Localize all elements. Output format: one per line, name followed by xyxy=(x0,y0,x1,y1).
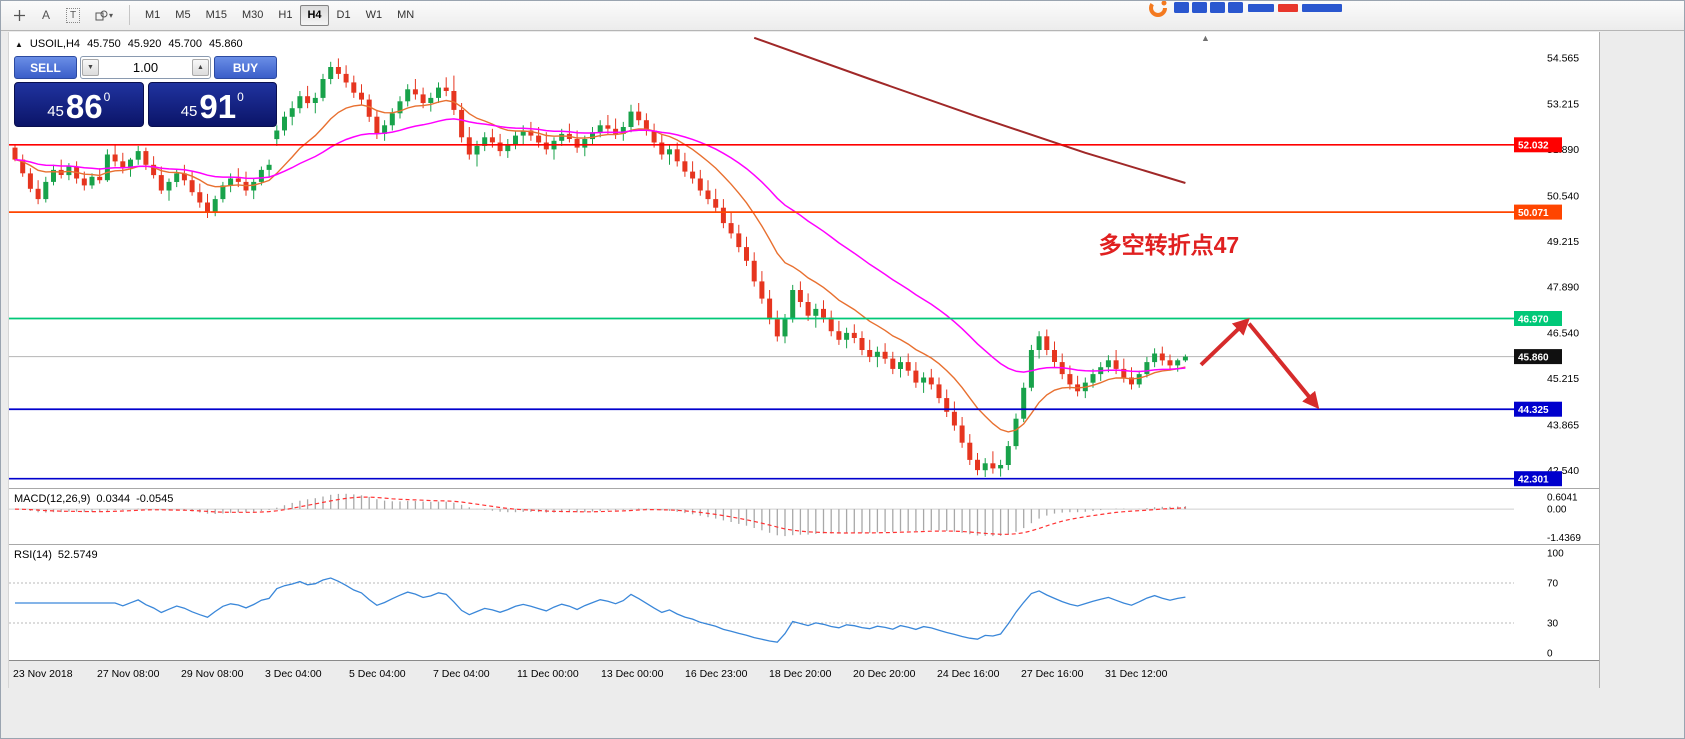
macd-tick: -1.4369 xyxy=(1547,533,1581,544)
sell-price-display[interactable]: 45 86 0 xyxy=(14,82,144,127)
timeframe-m5[interactable]: M5 xyxy=(168,5,197,26)
timeframe-mn[interactable]: MN xyxy=(390,5,421,26)
price-badge: 44.325 xyxy=(1518,405,1549,416)
timeframe-m30[interactable]: M30 xyxy=(235,5,270,26)
time-label: 16 Dec 23:00 xyxy=(685,668,747,680)
time-label: 20 Dec 20:00 xyxy=(853,668,915,680)
rsi-tick: 0 xyxy=(1547,649,1553,660)
price-badge: 52.032 xyxy=(1518,141,1549,152)
price-badge: 42.301 xyxy=(1518,475,1549,486)
timeframe-d1[interactable]: D1 xyxy=(330,5,358,26)
rsi-chart[interactable]: 100 70 30 0 xyxy=(9,545,1601,661)
toolbar-separator xyxy=(129,5,130,25)
quote-low: 45.700 xyxy=(168,38,202,50)
macd-value-signal: -0.0545 xyxy=(136,493,173,505)
price-tick: 45.215 xyxy=(1547,373,1579,385)
time-label: 7 Dec 04:00 xyxy=(433,668,490,680)
macd-signal-line xyxy=(15,497,1185,534)
price-tick: 53.215 xyxy=(1547,99,1579,111)
timeframe-w1[interactable]: W1 xyxy=(359,5,390,26)
timeframe-m1[interactable]: M1 xyxy=(138,5,167,26)
chart-shift-marker-icon[interactable]: ▲ xyxy=(1201,33,1210,43)
buy-price-display[interactable]: 45 91 0 xyxy=(148,82,278,127)
rsi-pane: 100 70 30 0 RSI(14) 52.5749 xyxy=(9,545,1599,661)
chart-panel: 54.56553.21551.89050.54049.21547.89046.5… xyxy=(8,32,1600,688)
timeframe-m15[interactable]: M15 xyxy=(199,5,234,26)
text-box-tool-glyph: T xyxy=(66,8,80,23)
price-tick: 49.215 xyxy=(1547,236,1579,248)
sell-button[interactable]: SELL xyxy=(14,56,77,79)
macd-pane: 0.60410.00 -1.4369 MACD(12,26,9) 0.0344 -… xyxy=(9,489,1599,545)
macd-tick: 0.6041 xyxy=(1547,493,1578,504)
symbol-period: USOIL,H4 xyxy=(30,38,80,50)
time-label: 29 Nov 08:00 xyxy=(181,668,243,680)
volume-increase-button[interactable]: ▲ xyxy=(192,59,209,76)
timeframe-h1[interactable]: H1 xyxy=(271,5,299,26)
time-axis[interactable]: 23 Nov 2018 27 Nov 08:00 29 Nov 08:00 3 Dec… xyxy=(9,661,1599,688)
time-label: 5 Dec 04:00 xyxy=(349,668,406,680)
toolbar: A T ▾ M1M5M15M30H1H4D1W1MN xyxy=(0,0,1685,31)
rsi-tick: 30 xyxy=(1547,619,1559,630)
macd-histogram xyxy=(15,494,1185,536)
text-box-tool[interactable]: T xyxy=(60,4,86,27)
macd-value-main: 0.0344 xyxy=(96,493,130,505)
collapse-triangle-icon[interactable]: ▲ xyxy=(15,40,23,49)
macd-chart[interactable]: 0.60410.00 -1.4369 xyxy=(9,489,1601,545)
price-tick: 50.540 xyxy=(1547,190,1579,202)
price-badge: 46.970 xyxy=(1518,314,1549,325)
time-label: 31 Dec 12:00 xyxy=(1105,668,1167,680)
rsi-line xyxy=(15,578,1185,642)
volume-input[interactable]: 1.00 xyxy=(100,60,191,75)
chevron-down-icon: ▾ xyxy=(109,11,113,20)
time-label: 27 Dec 16:00 xyxy=(1021,668,1083,680)
rsi-value: 52.5749 xyxy=(58,549,98,561)
quote-high: 45.920 xyxy=(128,38,162,50)
time-label: 23 Nov 2018 xyxy=(13,668,73,680)
quote-header: ▲ USOIL,H4 45.750 45.920 45.700 45.860 xyxy=(15,38,243,50)
rsi-tick: 100 xyxy=(1547,549,1564,560)
horizontal-lines[interactable] xyxy=(9,145,1514,479)
shapes-icon xyxy=(95,9,108,22)
buy-button[interactable]: BUY xyxy=(214,56,277,79)
shapes-tool[interactable]: ▾ xyxy=(87,4,121,27)
rsi-tick: 70 xyxy=(1547,579,1559,590)
time-label: 24 Dec 16:00 xyxy=(937,668,999,680)
broker-logo xyxy=(1148,0,1363,17)
time-label: 11 Dec 00:00 xyxy=(517,668,579,680)
macd-tick: 0.00 xyxy=(1547,505,1567,516)
trend-ma-line[interactable] xyxy=(754,38,1185,183)
rsi-title: RSI(14) xyxy=(14,549,52,561)
timeframe-h4[interactable]: H4 xyxy=(300,5,328,26)
quote-close: 45.860 xyxy=(209,38,243,50)
ema-fast-line[interactable] xyxy=(15,101,1185,432)
quote-open: 45.750 xyxy=(87,38,121,50)
ema-mid-line[interactable] xyxy=(15,119,1185,372)
price-badge: 45.860 xyxy=(1518,352,1549,363)
price-tick: 54.565 xyxy=(1547,52,1579,64)
price-tick: 43.865 xyxy=(1547,420,1579,432)
rsi-label: RSI(14) 52.5749 xyxy=(14,549,98,561)
text-label-tool[interactable]: A xyxy=(33,4,59,27)
timeframe-buttons: M1M5M15M30H1H4D1W1MN xyxy=(138,5,421,26)
crosshair-icon[interactable] xyxy=(6,4,32,27)
macd-label: MACD(12,26,9) 0.0344 -0.0545 xyxy=(14,493,173,505)
price-tick: 47.890 xyxy=(1547,281,1579,293)
price-pane: 54.56553.21551.89050.54049.21547.89046.5… xyxy=(9,32,1599,489)
price-tick: 46.540 xyxy=(1547,328,1579,340)
price-badge: 50.071 xyxy=(1518,208,1549,219)
time-label: 3 Dec 04:00 xyxy=(265,668,322,680)
time-label: 18 Dec 20:00 xyxy=(769,668,831,680)
chart-annotation[interactable]: 多空转折点47 xyxy=(1099,226,1240,260)
time-label: 13 Dec 00:00 xyxy=(601,668,663,680)
volume-box: ▼ 1.00 ▲ xyxy=(80,56,211,79)
time-label: 27 Nov 08:00 xyxy=(97,668,159,680)
drawn-arrows[interactable] xyxy=(1201,323,1315,404)
volume-decrease-button[interactable]: ▼ xyxy=(82,59,99,76)
macd-title: MACD(12,26,9) xyxy=(14,493,90,505)
one-click-trading-panel: SELL ▼ 1.00 ▲ BUY 45 86 0 45 91 0 xyxy=(14,56,277,127)
